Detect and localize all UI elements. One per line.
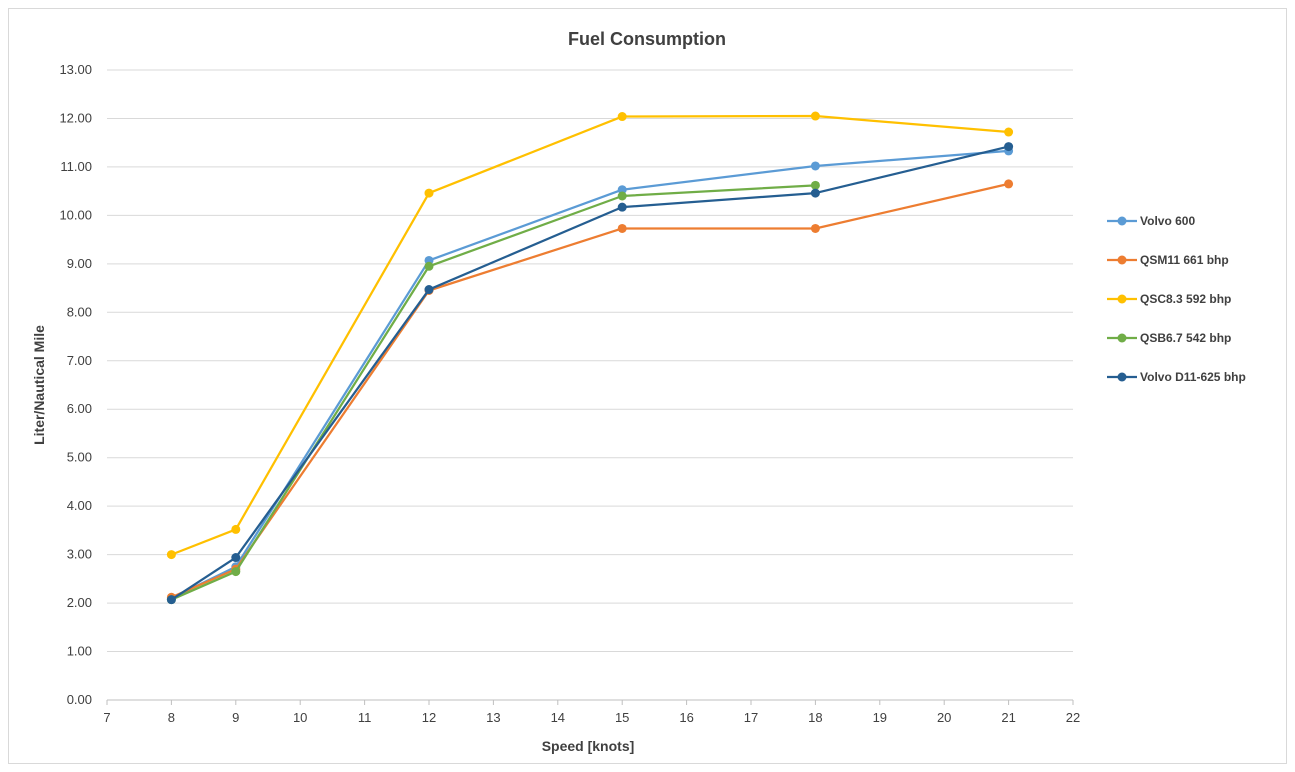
data-point bbox=[231, 553, 241, 563]
x-tick-label: 22 bbox=[1066, 710, 1080, 725]
data-point bbox=[617, 112, 627, 122]
data-point bbox=[424, 188, 434, 198]
legend-item: QSC8.3 592 bhp bbox=[1107, 292, 1231, 306]
x-tick-label: 19 bbox=[873, 710, 887, 725]
chart-frame bbox=[8, 8, 1287, 764]
y-tick-label: 2.00 bbox=[67, 595, 92, 610]
series-line bbox=[170, 114, 1009, 556]
series-line bbox=[170, 145, 1009, 601]
data-point bbox=[424, 261, 434, 271]
legend-label: Volvo D11-625 bhp bbox=[1140, 370, 1246, 384]
x-tick-label: 13 bbox=[486, 710, 500, 725]
series-1 bbox=[166, 179, 1014, 602]
legend-marker bbox=[1117, 333, 1127, 343]
legend-item: Volvo D11-625 bhp bbox=[1107, 370, 1246, 384]
legend-item: Volvo 600 bbox=[1107, 214, 1195, 228]
x-tick-label: 10 bbox=[293, 710, 307, 725]
gridlines bbox=[107, 69, 1073, 653]
y-tick-label: 1.00 bbox=[67, 644, 92, 659]
series-lines bbox=[166, 111, 1014, 605]
y-tick-label: 7.00 bbox=[67, 353, 92, 368]
x-tick-label: 15 bbox=[615, 710, 629, 725]
data-point bbox=[166, 550, 176, 560]
x-tick-label: 18 bbox=[808, 710, 822, 725]
series-2 bbox=[166, 111, 1014, 560]
series-3 bbox=[166, 180, 820, 605]
x-tick-label: 17 bbox=[744, 710, 758, 725]
chart-title: Fuel Consumption bbox=[568, 29, 726, 49]
x-tick-label: 20 bbox=[937, 710, 951, 725]
data-point bbox=[617, 223, 627, 233]
data-point bbox=[617, 185, 627, 195]
data-point bbox=[617, 202, 627, 212]
y-tick-label: 11.00 bbox=[60, 159, 92, 174]
data-point bbox=[1004, 179, 1014, 189]
legend-label: QSM11 661 bhp bbox=[1140, 253, 1229, 267]
y-tick-label: 12.00 bbox=[59, 110, 92, 125]
x-tick-label: 21 bbox=[1001, 710, 1015, 725]
legend-item: QSB6.7 542 bhp bbox=[1107, 331, 1231, 345]
x-tick-label: 16 bbox=[679, 710, 693, 725]
data-point bbox=[424, 285, 434, 295]
series-4 bbox=[166, 142, 1014, 605]
x-axis-title: Speed [knots] bbox=[542, 738, 635, 754]
data-point bbox=[1004, 127, 1014, 137]
legend-item: QSM11 661 bhp bbox=[1107, 253, 1229, 267]
y-tick-label: 10.00 bbox=[59, 207, 92, 222]
data-point bbox=[810, 180, 820, 190]
data-point bbox=[231, 567, 241, 577]
data-point bbox=[810, 188, 820, 198]
data-point bbox=[810, 161, 820, 171]
y-tick-label: 9.00 bbox=[67, 256, 92, 271]
legend-label: QSB6.7 542 bhp bbox=[1140, 331, 1231, 345]
y-tick-label: 13.00 bbox=[59, 62, 92, 77]
series-line bbox=[170, 184, 816, 601]
legend: Volvo 600 QSM11 661 bhp QSC8.3 592 bhp QSB6… bbox=[1107, 214, 1246, 384]
data-point bbox=[617, 191, 627, 201]
y-tick-label: 4.00 bbox=[67, 498, 92, 513]
y-tick-label: 3.00 bbox=[67, 547, 92, 562]
y-tick-label: 5.00 bbox=[67, 450, 92, 465]
y-tick-label: 8.00 bbox=[67, 304, 92, 319]
x-tick-label: 12 bbox=[422, 710, 436, 725]
legend-marker bbox=[1117, 294, 1127, 304]
y-tick-label: 6.00 bbox=[67, 401, 92, 416]
x-tick-label: 14 bbox=[551, 710, 565, 725]
series-line bbox=[170, 182, 1009, 599]
y-tick-label: 0.00 bbox=[67, 692, 92, 707]
axes: 0.00 1.00 2.00 3.00 4.00 5.00 6.00 7.00 8.00 9.00… bbox=[59, 62, 1080, 725]
x-tick-label: 9 bbox=[232, 710, 239, 725]
series-line bbox=[170, 149, 1009, 600]
x-tick-label: 7 bbox=[103, 710, 110, 725]
x-tick-label: 8 bbox=[168, 710, 175, 725]
x-tick-label: 11 bbox=[358, 710, 372, 725]
legend-marker bbox=[1117, 372, 1127, 382]
legend-marker bbox=[1117, 216, 1127, 226]
legend-label: Volvo 600 bbox=[1140, 214, 1195, 228]
series-0 bbox=[166, 146, 1014, 603]
y-axis-title: Liter/Nautical Mile bbox=[31, 325, 47, 445]
legend-marker bbox=[1117, 255, 1127, 265]
data-point bbox=[810, 111, 820, 121]
data-point bbox=[810, 223, 820, 233]
data-point bbox=[166, 595, 176, 605]
legend-label: QSC8.3 592 bhp bbox=[1140, 292, 1231, 306]
data-point bbox=[231, 524, 241, 534]
data-point bbox=[1004, 142, 1014, 152]
